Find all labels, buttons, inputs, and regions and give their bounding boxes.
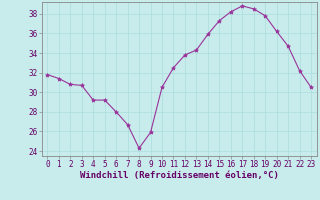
X-axis label: Windchill (Refroidissement éolien,°C): Windchill (Refroidissement éolien,°C) (80, 171, 279, 180)
